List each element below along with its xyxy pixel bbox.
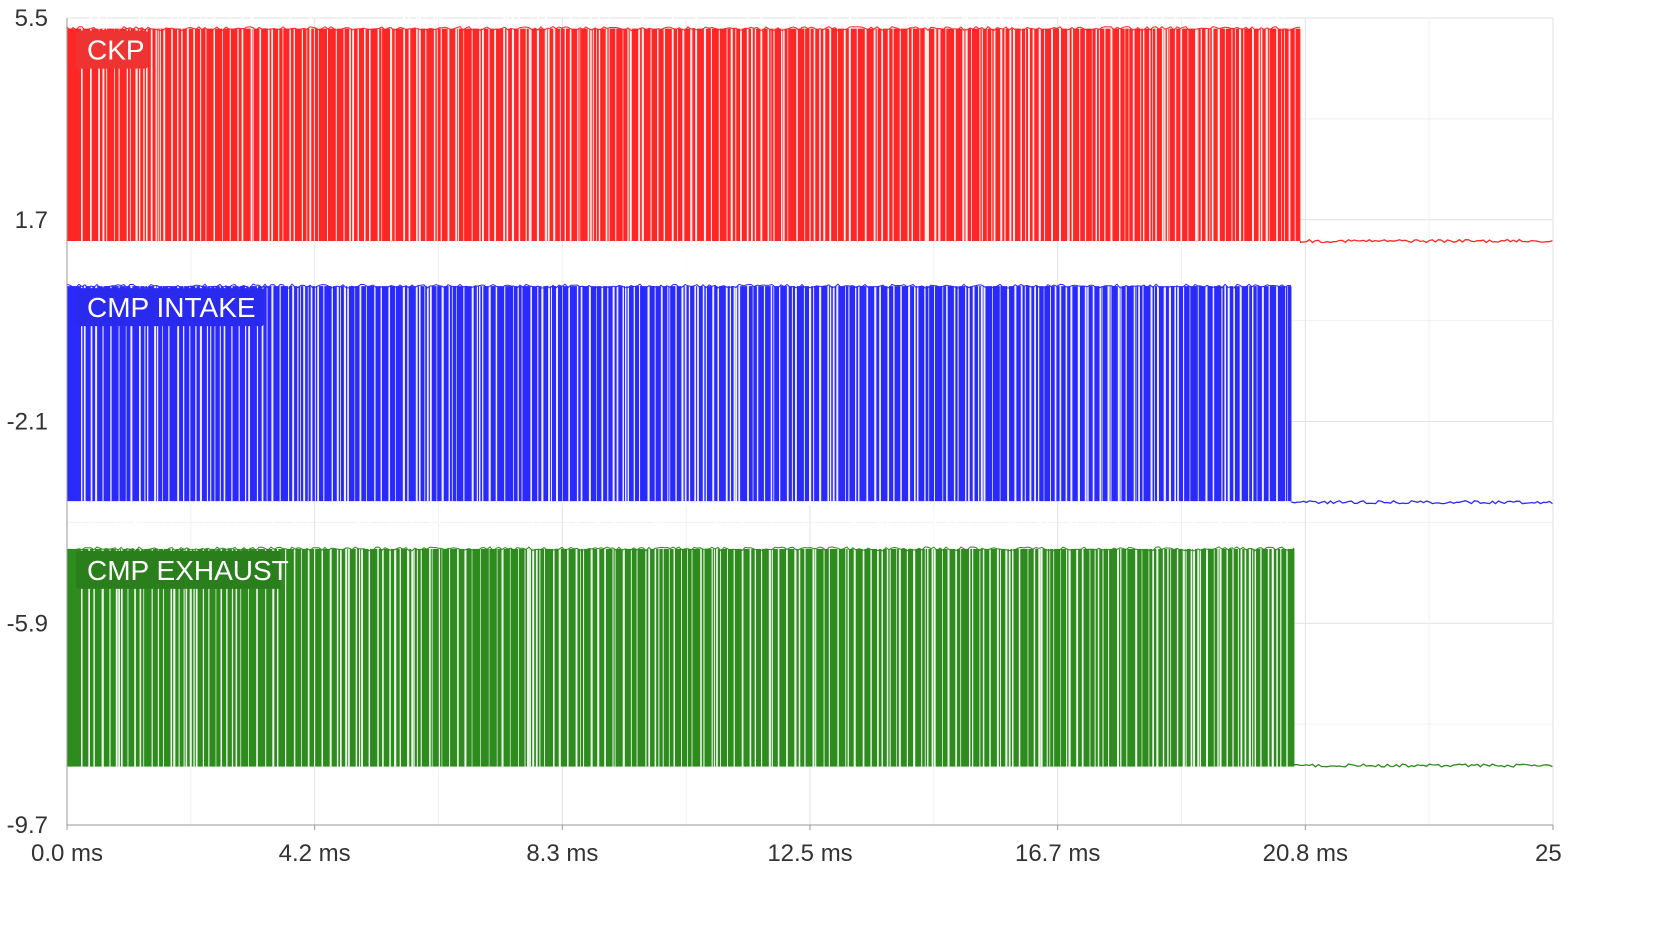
series-label: CMP INTAKE <box>87 292 256 323</box>
axes: 5.5 1.7 -2.1 -5.9 -9.70.0 ms 4.2 ms 8.3 ms 12.5… <box>7 5 1562 867</box>
series-label-box <box>76 550 281 589</box>
x-tick-label: 20.8 ms <box>1263 840 1348 867</box>
trace-gaps <box>81 247 1289 506</box>
y-tick-label: 1.7 <box>15 207 48 234</box>
x-tick-label: 12.5 ms <box>767 840 852 867</box>
y-tick-label: -2.1 <box>7 409 48 436</box>
trace-idle-line <box>1290 499 1553 505</box>
trace-idle-line <box>1293 763 1553 768</box>
trace-area <box>66 0 1553 771</box>
trace-idle-line <box>1299 238 1553 244</box>
y-tick-label: 5.5 <box>15 5 48 32</box>
x-tick-label: 0.0 ms <box>31 840 103 867</box>
x-tick-label: 25 <box>1535 840 1562 867</box>
x-tick-label: 8.3 ms <box>526 840 598 867</box>
series-label-box <box>76 30 148 69</box>
y-tick-label: -5.9 <box>7 610 48 637</box>
x-tick-label: 4.2 ms <box>279 840 351 867</box>
trace-gaps <box>81 509 1288 771</box>
x-tick-label: 16.7 ms <box>1015 840 1100 867</box>
series-label: CKP <box>87 35 145 66</box>
series-label: CMP EXHAUST <box>87 555 289 586</box>
series-labels: CKP CMP INTAKE CMP EXHAUST <box>76 30 289 589</box>
trace-top-edge <box>66 546 1295 552</box>
trace-gaps <box>81 0 1296 246</box>
trace-top-edge <box>66 25 1301 32</box>
y-tick-label: -9.7 <box>7 812 48 839</box>
series-label-box <box>76 288 264 327</box>
trace-top-edge <box>66 283 1292 289</box>
